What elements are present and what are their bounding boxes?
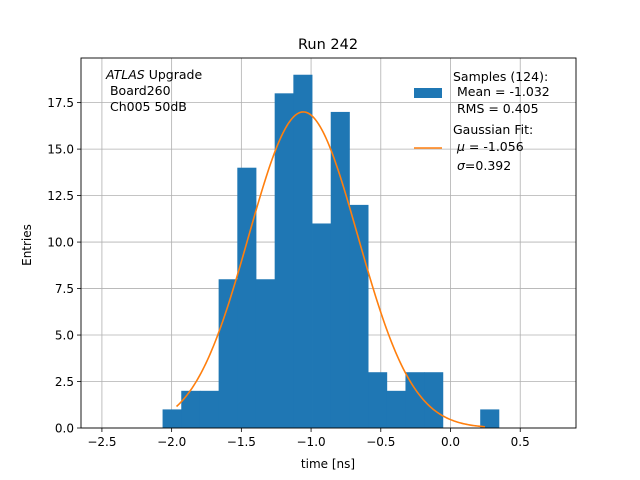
legend-samples-rms: RMS = 0.405 [453, 101, 539, 116]
histogram-bar [162, 409, 182, 428]
legend-fit-sigma: σ=0.392 [453, 158, 511, 173]
histogram-bar [349, 204, 369, 428]
x-axis-label: time [ns] [301, 457, 355, 471]
histogram-bar [274, 93, 294, 428]
histogram-bars [162, 74, 500, 428]
x-tick-label: −1.0 [297, 435, 326, 449]
y-tick-label: 15.0 [47, 142, 74, 156]
x-tick-label: 0.0 [441, 435, 460, 449]
y-tick-label: 2.5 [55, 375, 74, 389]
svg-text:ATLAS Upgrade: ATLAS Upgrade [105, 67, 202, 82]
histogram-bar [368, 372, 388, 428]
y-tick-label: 17.5 [47, 96, 74, 110]
histogram-bar [237, 167, 257, 428]
legend-fit-mu: μ = -1.056 [453, 139, 524, 154]
histogram-bar [312, 223, 332, 428]
histogram-bar [181, 390, 201, 428]
y-tick-label: 10.0 [47, 235, 74, 249]
legend-fit-sigma-value: =0.392 [465, 158, 511, 173]
x-tick-label: −0.5 [366, 435, 395, 449]
experiment-annotation: ATLAS Upgrade Board260 Ch005 50dB [105, 67, 202, 114]
x-axis-ticks: −2.5 −2.0 −1.5 −1.0 −0.5 0.0 0.5 [87, 428, 530, 449]
histogram-bar [480, 409, 500, 428]
annotation-channel: Ch005 50dB [106, 99, 187, 114]
y-axis-label: Entries [20, 224, 34, 266]
x-tick-label: −2.5 [87, 435, 116, 449]
histogram-bar [293, 74, 313, 428]
annotation-experiment-suffix: Upgrade [145, 67, 203, 82]
y-tick-label: 12.5 [47, 189, 74, 203]
legend-samples-patch [414, 88, 442, 98]
y-axis-ticks: 0.0 2.5 5.0 7.5 10.0 12.5 15.0 17.5 [47, 96, 81, 435]
y-tick-label: 0.0 [55, 421, 74, 435]
annotation-experiment: ATLAS [105, 67, 145, 82]
y-tick-label: 7.5 [55, 282, 74, 296]
gaussian-fit-curve [175, 111, 486, 428]
histogram-bar [199, 390, 220, 428]
axes-frame [80, 57, 577, 429]
chart-title: Run 242 [298, 37, 358, 53]
histogram-bar [386, 390, 406, 428]
legend-fit-label: Gaussian Fit: [453, 122, 533, 137]
histogram-bar [424, 372, 444, 428]
x-tick-label: −2.0 [157, 435, 186, 449]
histogram-bar [255, 279, 276, 428]
legend-fit-mu-symbol: μ [456, 139, 465, 154]
x-tick-label: 0.5 [511, 435, 530, 449]
legend-fit-mu-value: = -1.056 [465, 139, 524, 154]
x-tick-label: −1.5 [227, 435, 256, 449]
annotation-board: Board260 [106, 83, 171, 98]
legend-samples-mean: Mean = -1.032 [453, 84, 550, 99]
legend-fit-sigma-symbol: σ [457, 158, 466, 173]
legend-samples-label: Samples (124): [453, 69, 548, 84]
legend: Samples (124): Mean = -1.032 RMS = 0.405… [414, 69, 550, 173]
histogram-bar [405, 372, 425, 428]
y-tick-label: 5.0 [55, 328, 74, 342]
histogram-bar [218, 279, 238, 428]
